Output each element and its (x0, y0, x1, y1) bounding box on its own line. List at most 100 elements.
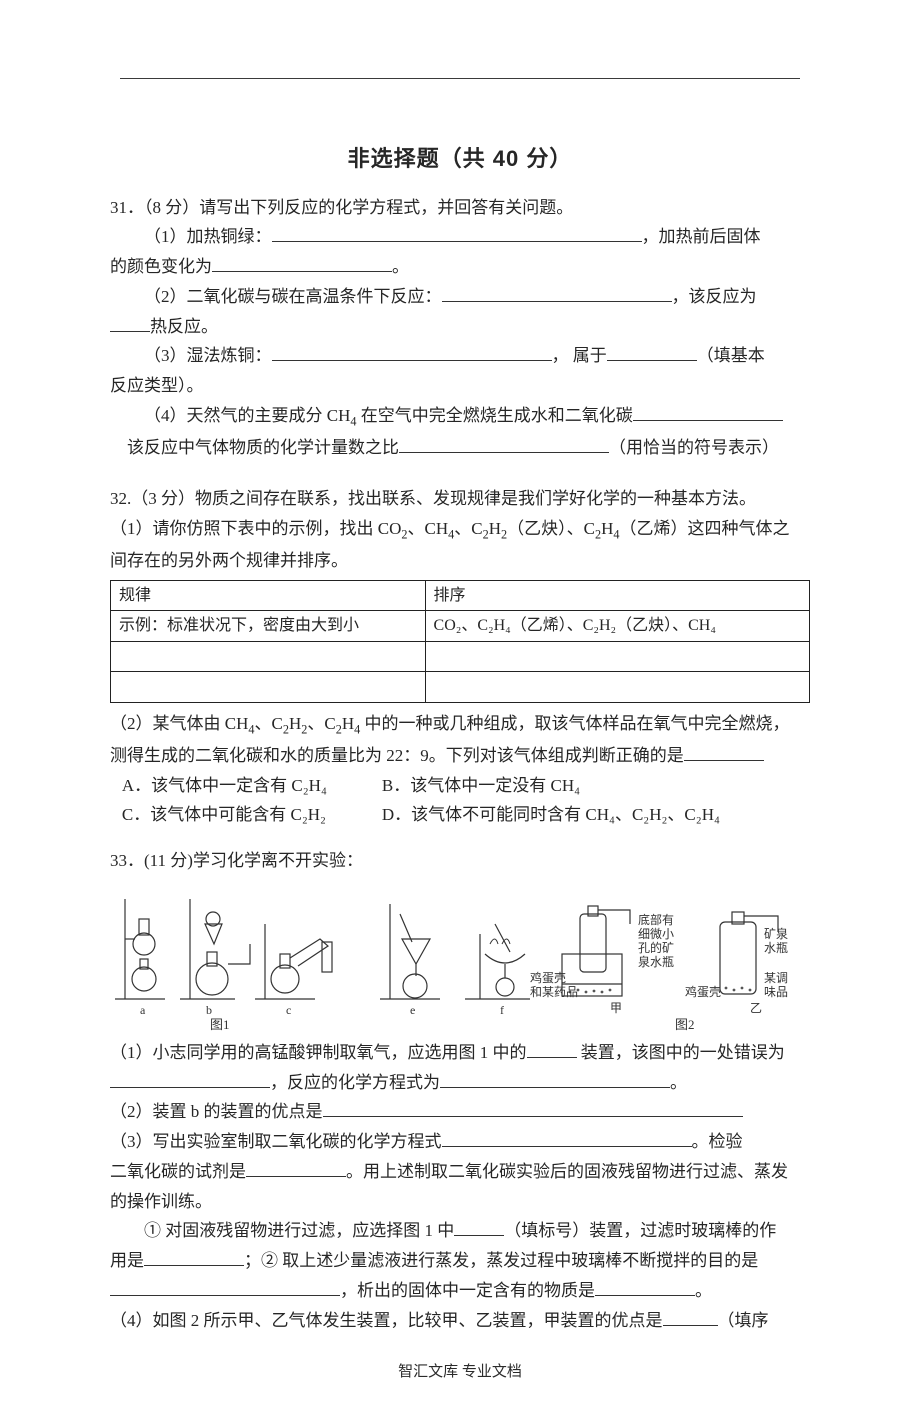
text: 。用上述制取二氧化碳实验后的固液残留物进行过滤、蒸发 (346, 1162, 788, 1181)
q33-p2: （2）装置 b 的装置的优点是 (110, 1097, 810, 1127)
table-row (111, 641, 810, 672)
text: H (601, 519, 613, 538)
text: 、CH (408, 519, 449, 538)
q31-item1-line2: 的颜色变化为。 (110, 252, 810, 282)
blank (454, 1218, 504, 1236)
blank (663, 1308, 718, 1326)
q33-p1-line2: ，反应的化学方程式为。 (110, 1068, 810, 1098)
blank (633, 403, 783, 421)
cell-rule-header: 规律 (111, 580, 426, 611)
q31-item2-line1: （2）二氧化碳与碳在高温条件下反应： ，该反应为 (110, 282, 810, 312)
q31-item2-line2: 热反应。 (110, 312, 810, 342)
blank (110, 1278, 340, 1296)
blank (272, 224, 642, 242)
label-water: 水瓶 (764, 941, 788, 955)
text: （填标号）装置，过滤时玻璃棒的作 (504, 1221, 776, 1240)
cell-empty (425, 672, 809, 703)
q33-figure: a b c e f 图1 底部有 细微小 孔的矿 泉水瓶 矿泉 水瓶 某调 味品… (110, 884, 810, 1034)
text: 中的一种或几种组成，取该气体样品在氧气中完全燃烧， (360, 714, 789, 733)
text: 、C (307, 714, 335, 733)
cell: CO₂、C₂H₄（乙烯）、C₂H₂（乙炔）、CH₄ (425, 611, 809, 642)
blank (595, 1278, 695, 1296)
label-f: f (500, 1003, 504, 1017)
q32-p2-line1: （2）某气体由 CH4、C2H2、C2H4 中的一种或几种组成，取该气体样品在氧… (110, 709, 810, 741)
text: （乙烯）这四种气体之 (620, 519, 790, 538)
label-b: b (206, 1003, 212, 1017)
q32-options: A．该气体中一定含有 C₂H₄ B．该气体中一定没有 CH₄ C．该气体中可能含… (122, 771, 810, 831)
text: 的颜色变化为 (110, 257, 212, 276)
text: （2）装置 b 的装置的优点是 (110, 1102, 323, 1121)
q33-p3g: 用是；② 取上述少量滤液进行蒸发，蒸发过程中玻璃棒不断搅拌的目的是 (110, 1246, 810, 1276)
q33-p3f: ① 对固液残留物进行过滤，应选择图 1 中 （填标号）装置，过滤时玻璃棒的作 (110, 1216, 810, 1246)
text: （用恰当的符号表示） (609, 438, 779, 457)
blank (684, 743, 764, 761)
cell-empty (111, 641, 426, 672)
text: （乙炔）、C (507, 519, 595, 538)
cell-empty (111, 672, 426, 703)
text: 装置，该图中的一处错误为 (577, 1043, 785, 1062)
text: 。检验 (692, 1132, 743, 1151)
blank (399, 435, 609, 453)
option-row: C．该气体中可能含有 C₂H₂ D．该气体不可能同时含有 CH₄、C₂H₂、C₂… (122, 800, 810, 830)
text: ，反应的化学方程式为 (270, 1073, 440, 1092)
blank (110, 1070, 270, 1088)
text: H (489, 519, 501, 538)
blank (110, 314, 150, 332)
question-31: 31．（8 分）请写出下列反应的化学方程式，并回答有关问题。 （1）加热铜绿：，… (110, 193, 810, 463)
cell-order-header: 排序 (425, 580, 809, 611)
blank (323, 1099, 743, 1117)
label-fig1: 图1 (210, 1017, 230, 1032)
blank (212, 254, 392, 272)
text: （4）天然气的主要成分 CH (144, 406, 350, 425)
blank (607, 343, 697, 361)
q33-p3-line1: （3）写出实验室制取二氧化碳的化学方程式 。检验 (110, 1127, 810, 1157)
q33-p3-line3: 的操作训练。 (110, 1187, 810, 1217)
text: 该反应中气体物质的化学计量数之比 (127, 438, 399, 457)
text: （填基本 (697, 346, 765, 365)
text: ，析出的固体中一定含有的物质是 (340, 1281, 595, 1300)
option-d: D．该气体不可能同时含有 CH₄、C₂H₂、C₂H₄ (382, 800, 720, 830)
text: 、C (454, 519, 482, 538)
label-jia: 甲 (610, 1001, 622, 1015)
label-c: c (286, 1003, 291, 1017)
text: （填序 (718, 1311, 769, 1330)
text: 热反应。 (150, 317, 218, 336)
text: H (289, 714, 301, 733)
q33-p4: （4）如图 2 所示甲、乙气体发生装置，比较甲、乙装置，甲装置的优点是 （填序 (110, 1306, 810, 1336)
section-title: 非选择题（共 40 分） (110, 140, 810, 179)
option-a: A．该气体中一定含有 C₂H₄ (122, 771, 382, 801)
cell: 示例：标准状况下，密度由大到小 (111, 611, 426, 642)
q31-item4-line2: 该反应中气体物质的化学计量数之比 （用恰当的符号表示） (110, 433, 810, 463)
label-spring: 矿泉 (764, 927, 788, 941)
q32-p2-line2: 测得生成的二氧化碳和水的质量比为 22：9。下列对该气体组成判断正确的是 (110, 741, 810, 771)
label-bottle: 泉水瓶 (638, 955, 674, 969)
blank (442, 1129, 692, 1147)
table-row (111, 672, 810, 703)
label-a: a (140, 1003, 146, 1017)
text: H (342, 714, 354, 733)
text: 。 (695, 1281, 712, 1300)
q33-p3h: ，析出的固体中一定含有的物质是 。 (110, 1276, 810, 1306)
text: （4）如图 2 所示甲、乙气体发生装置，比较甲、乙装置，甲装置的优点是 (110, 1311, 663, 1330)
text: 、C (255, 714, 283, 733)
text: ，该反应为 (672, 287, 757, 306)
text: ① 对固液残留物进行过滤，应选择图 1 中 (144, 1221, 454, 1240)
cell-empty (425, 641, 809, 672)
q32-stem: 32.（3 分）物质之间存在联系，找出联系、发现规律是我们学好化学的一种基本方法… (110, 484, 810, 514)
q32-table: 规律 排序 示例：标准状况下，密度由大到小 CO₂、C₂H₄（乙烯）、C₂H₂（… (110, 580, 810, 703)
table-row: 规律 排序 (111, 580, 810, 611)
question-33: 33．(11 分)学习化学离不开实验： (110, 846, 810, 1335)
text: （3）写出实验室制取二氧化碳的化学方程式 (110, 1132, 442, 1151)
option-c: C．该气体中可能含有 C₂H₂ (122, 800, 382, 830)
blank (527, 1040, 577, 1058)
q33-stem: 33．(11 分)学习化学离不开实验： (110, 846, 810, 876)
label-tiny: 细微小 (638, 927, 674, 941)
text: （3）湿法炼铜： (144, 346, 272, 365)
q31-item3-line2: 反应类型）。 (110, 371, 810, 401)
text: （2）二氧化碳与碳在高温条件下反应： (144, 287, 442, 306)
label-egg-drug: 和某药品 (530, 985, 578, 999)
q33-p3-line2: 二氧化碳的试剂是。用上述制取二氧化碳实验后的固液残留物进行过滤、蒸发 (110, 1157, 810, 1187)
blank (272, 343, 552, 361)
text: ，加热前后固体 (642, 227, 761, 246)
q31-item4-line1: （4）天然气的主要成分 CH4 在空气中完全燃烧生成水和二氧化碳 (110, 401, 810, 433)
